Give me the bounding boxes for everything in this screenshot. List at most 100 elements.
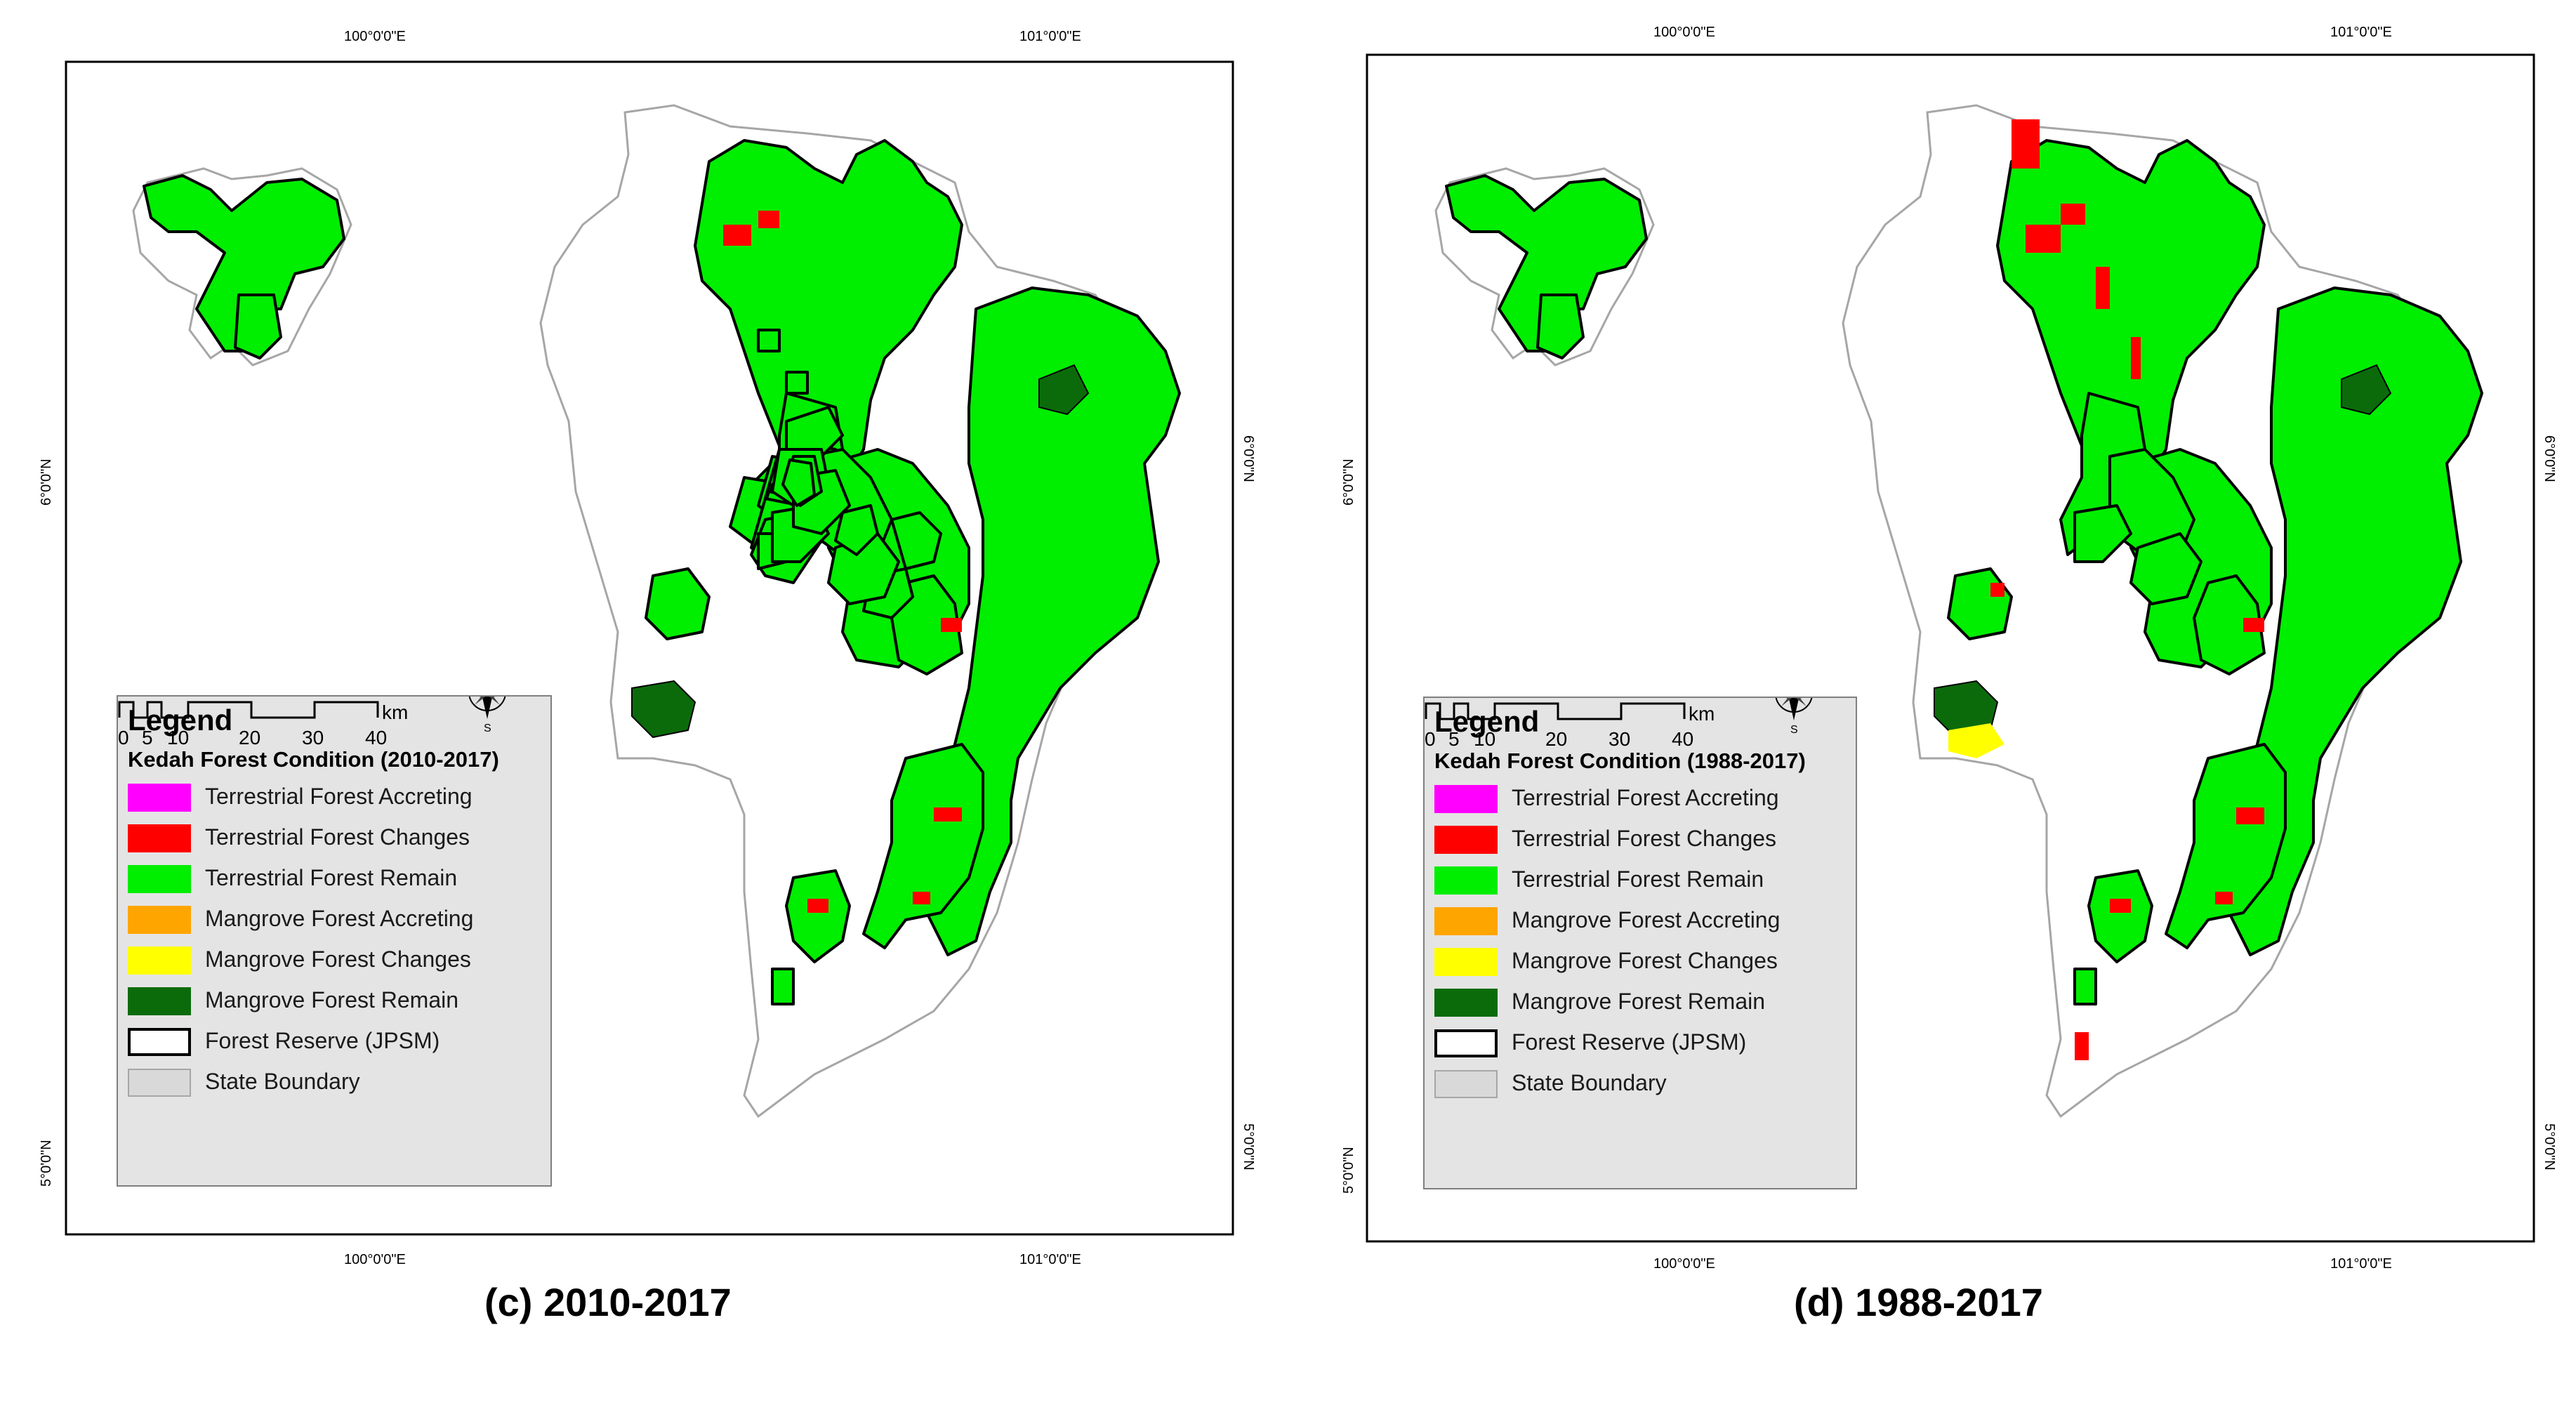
map-panel-c: 100°0'0"E 101°0'0"E 100°0'0"E 101°0'0"E … <box>39 29 1256 1324</box>
legend-label: State Boundary <box>205 1069 360 1094</box>
graticule-lon-bottom-right: 101°0'0"E <box>1019 1252 1081 1267</box>
scale-tick: 5 <box>142 727 153 748</box>
scale-bar-line <box>1425 702 1686 720</box>
change-patch <box>2236 807 2264 824</box>
change-patch <box>2096 267 2110 309</box>
north-arrow-icon <box>1775 698 1813 720</box>
mangrove-patch <box>2341 364 2392 416</box>
mangrove-patch <box>1038 364 1090 416</box>
change-patch <box>807 899 828 913</box>
mangrove-change-patch <box>1948 723 2004 758</box>
forest-reserve-dot-2 <box>785 371 809 395</box>
legend-swatch <box>1434 826 1498 854</box>
legend-swatch <box>1434 1070 1498 1098</box>
forest-reserve-jerai-hill <box>645 567 711 640</box>
legend-label: Mangrove Forest Remain <box>1512 989 1766 1014</box>
change-patch <box>2110 899 2131 913</box>
change-patch <box>2012 119 2040 169</box>
legend-label: Terrestrial Forest Remain <box>205 865 458 890</box>
legend-label: State Boundary <box>1512 1070 1667 1095</box>
change-patch <box>723 225 751 246</box>
forest-reserve-south-west <box>785 869 851 963</box>
forest-reserve-west-piece <box>781 459 816 507</box>
graticule-lat-right-top: 6°0'0"N <box>1241 435 1256 482</box>
west-label: W <box>1757 698 1769 701</box>
legend-swatch <box>1434 866 1498 895</box>
east-label: E <box>1823 698 1831 701</box>
legend-swatch <box>128 946 191 975</box>
island-forest-small <box>1536 293 1585 360</box>
forest-reserve-sungai-patani <box>2193 574 2266 675</box>
panel-caption: (c) 2010-2017 <box>484 1280 732 1324</box>
graticule-lon-top-left: 100°0'0"E <box>1653 25 1715 40</box>
legend-label: Terrestrial Forest Accreting <box>1512 785 1779 810</box>
forest-reserve-south-small <box>771 968 795 1005</box>
legend-swatch <box>1434 907 1498 935</box>
legend-swatch <box>128 784 191 812</box>
east-label: E <box>517 697 524 699</box>
legend-title: Legend <box>128 704 233 737</box>
scale-tick: 10 <box>167 727 189 748</box>
legend-swatch <box>1434 948 1498 976</box>
legend-label: Terrestrial Forest Remain <box>1512 866 1764 892</box>
scale-tick: 20 <box>239 727 260 748</box>
legend-swatch <box>128 824 191 852</box>
graticule-lon-bottom-right: 101°0'0"E <box>2330 1256 2392 1272</box>
forest-reserve-east <box>2228 286 2483 956</box>
scale-tick: 0 <box>118 727 129 748</box>
forest-reserve-south-west <box>2087 869 2153 963</box>
scale-bar-line <box>118 701 379 719</box>
forest-reserve-east <box>925 286 1181 956</box>
west-label: W <box>451 697 462 699</box>
change-patch <box>758 211 779 228</box>
legend-label: Mangrove Forest Changes <box>1512 948 1778 973</box>
legend-swatch <box>1434 1029 1498 1057</box>
change-patch <box>2075 1032 2089 1060</box>
scale-tick: 40 <box>1672 728 1693 750</box>
scale-bar: 0 5 10 20 30 40 km N S E W <box>118 697 524 748</box>
legend-swatch <box>128 987 191 1015</box>
north-arrow-icon <box>468 697 506 719</box>
legend: Legend Kedah Forest Condition (2010-2017… <box>117 695 552 1187</box>
legend-label: Mangrove Forest Accreting <box>1512 907 1781 932</box>
forest-reserve-gunung-jerai <box>2129 532 2202 605</box>
forest-reserve-west-long <box>2073 504 2132 563</box>
legend-swatch <box>128 865 191 893</box>
forest-reserve-dot-1 <box>757 329 781 352</box>
scale-bar: 0 5 10 20 30 40 km N S E W <box>1425 698 1831 750</box>
change-patch <box>2061 204 2085 225</box>
south-label: S <box>484 723 491 734</box>
legend-label: Mangrove Forest Changes <box>205 946 471 972</box>
legend: Legend Kedah Forest Condition (1988-2017… <box>1423 697 1857 1189</box>
change-patch <box>941 618 962 632</box>
legend-label: Forest Reserve (JPSM) <box>205 1028 440 1053</box>
graticule-lon-top-right: 101°0'0"E <box>2330 25 2392 40</box>
legend-subtitle: Kedah Forest Condition (2010-2017) <box>128 747 499 772</box>
graticule-lon-top-right: 101°0'0"E <box>1019 29 1081 44</box>
south-label: S <box>1790 724 1798 736</box>
legend-swatch <box>1434 785 1498 813</box>
legend-label: Terrestrial Forest Accreting <box>205 784 473 809</box>
scale-tick: 0 <box>1425 728 1436 750</box>
legend-swatch <box>128 1028 191 1056</box>
change-patch <box>2215 892 2233 904</box>
legend-swatch <box>128 906 191 934</box>
forest-reserve-central-2 <box>890 511 942 570</box>
forest-reserve-north <box>1996 139 2266 493</box>
graticule-lat-left-top: 6°0'0"N <box>1341 459 1356 506</box>
legend-label: Mangrove Forest Accreting <box>205 906 474 931</box>
graticule-lat-right-top: 6°0'0"N <box>2542 435 2557 482</box>
graticule-lat-left-bottom: 5°0'0"N <box>39 1140 54 1187</box>
legend-label: Mangrove Forest Remain <box>205 987 459 1012</box>
graticule-lat-right-bottom: 5°0'0"N <box>1241 1123 1256 1170</box>
scale-tick: 40 <box>365 727 387 748</box>
island-forest-small <box>234 293 282 360</box>
legend-swatch <box>128 1069 191 1097</box>
legend-label: Terrestrial Forest Changes <box>205 824 470 850</box>
forest-reserve-small-1 <box>834 504 879 556</box>
legend-title: Legend <box>1434 705 1540 738</box>
forest-reserve-south-big <box>862 743 984 949</box>
graticule-lon-bottom-left: 100°0'0"E <box>1653 1256 1715 1272</box>
scale-unit: km <box>382 701 408 723</box>
graticule-lon-bottom-left: 100°0'0"E <box>344 1252 406 1267</box>
